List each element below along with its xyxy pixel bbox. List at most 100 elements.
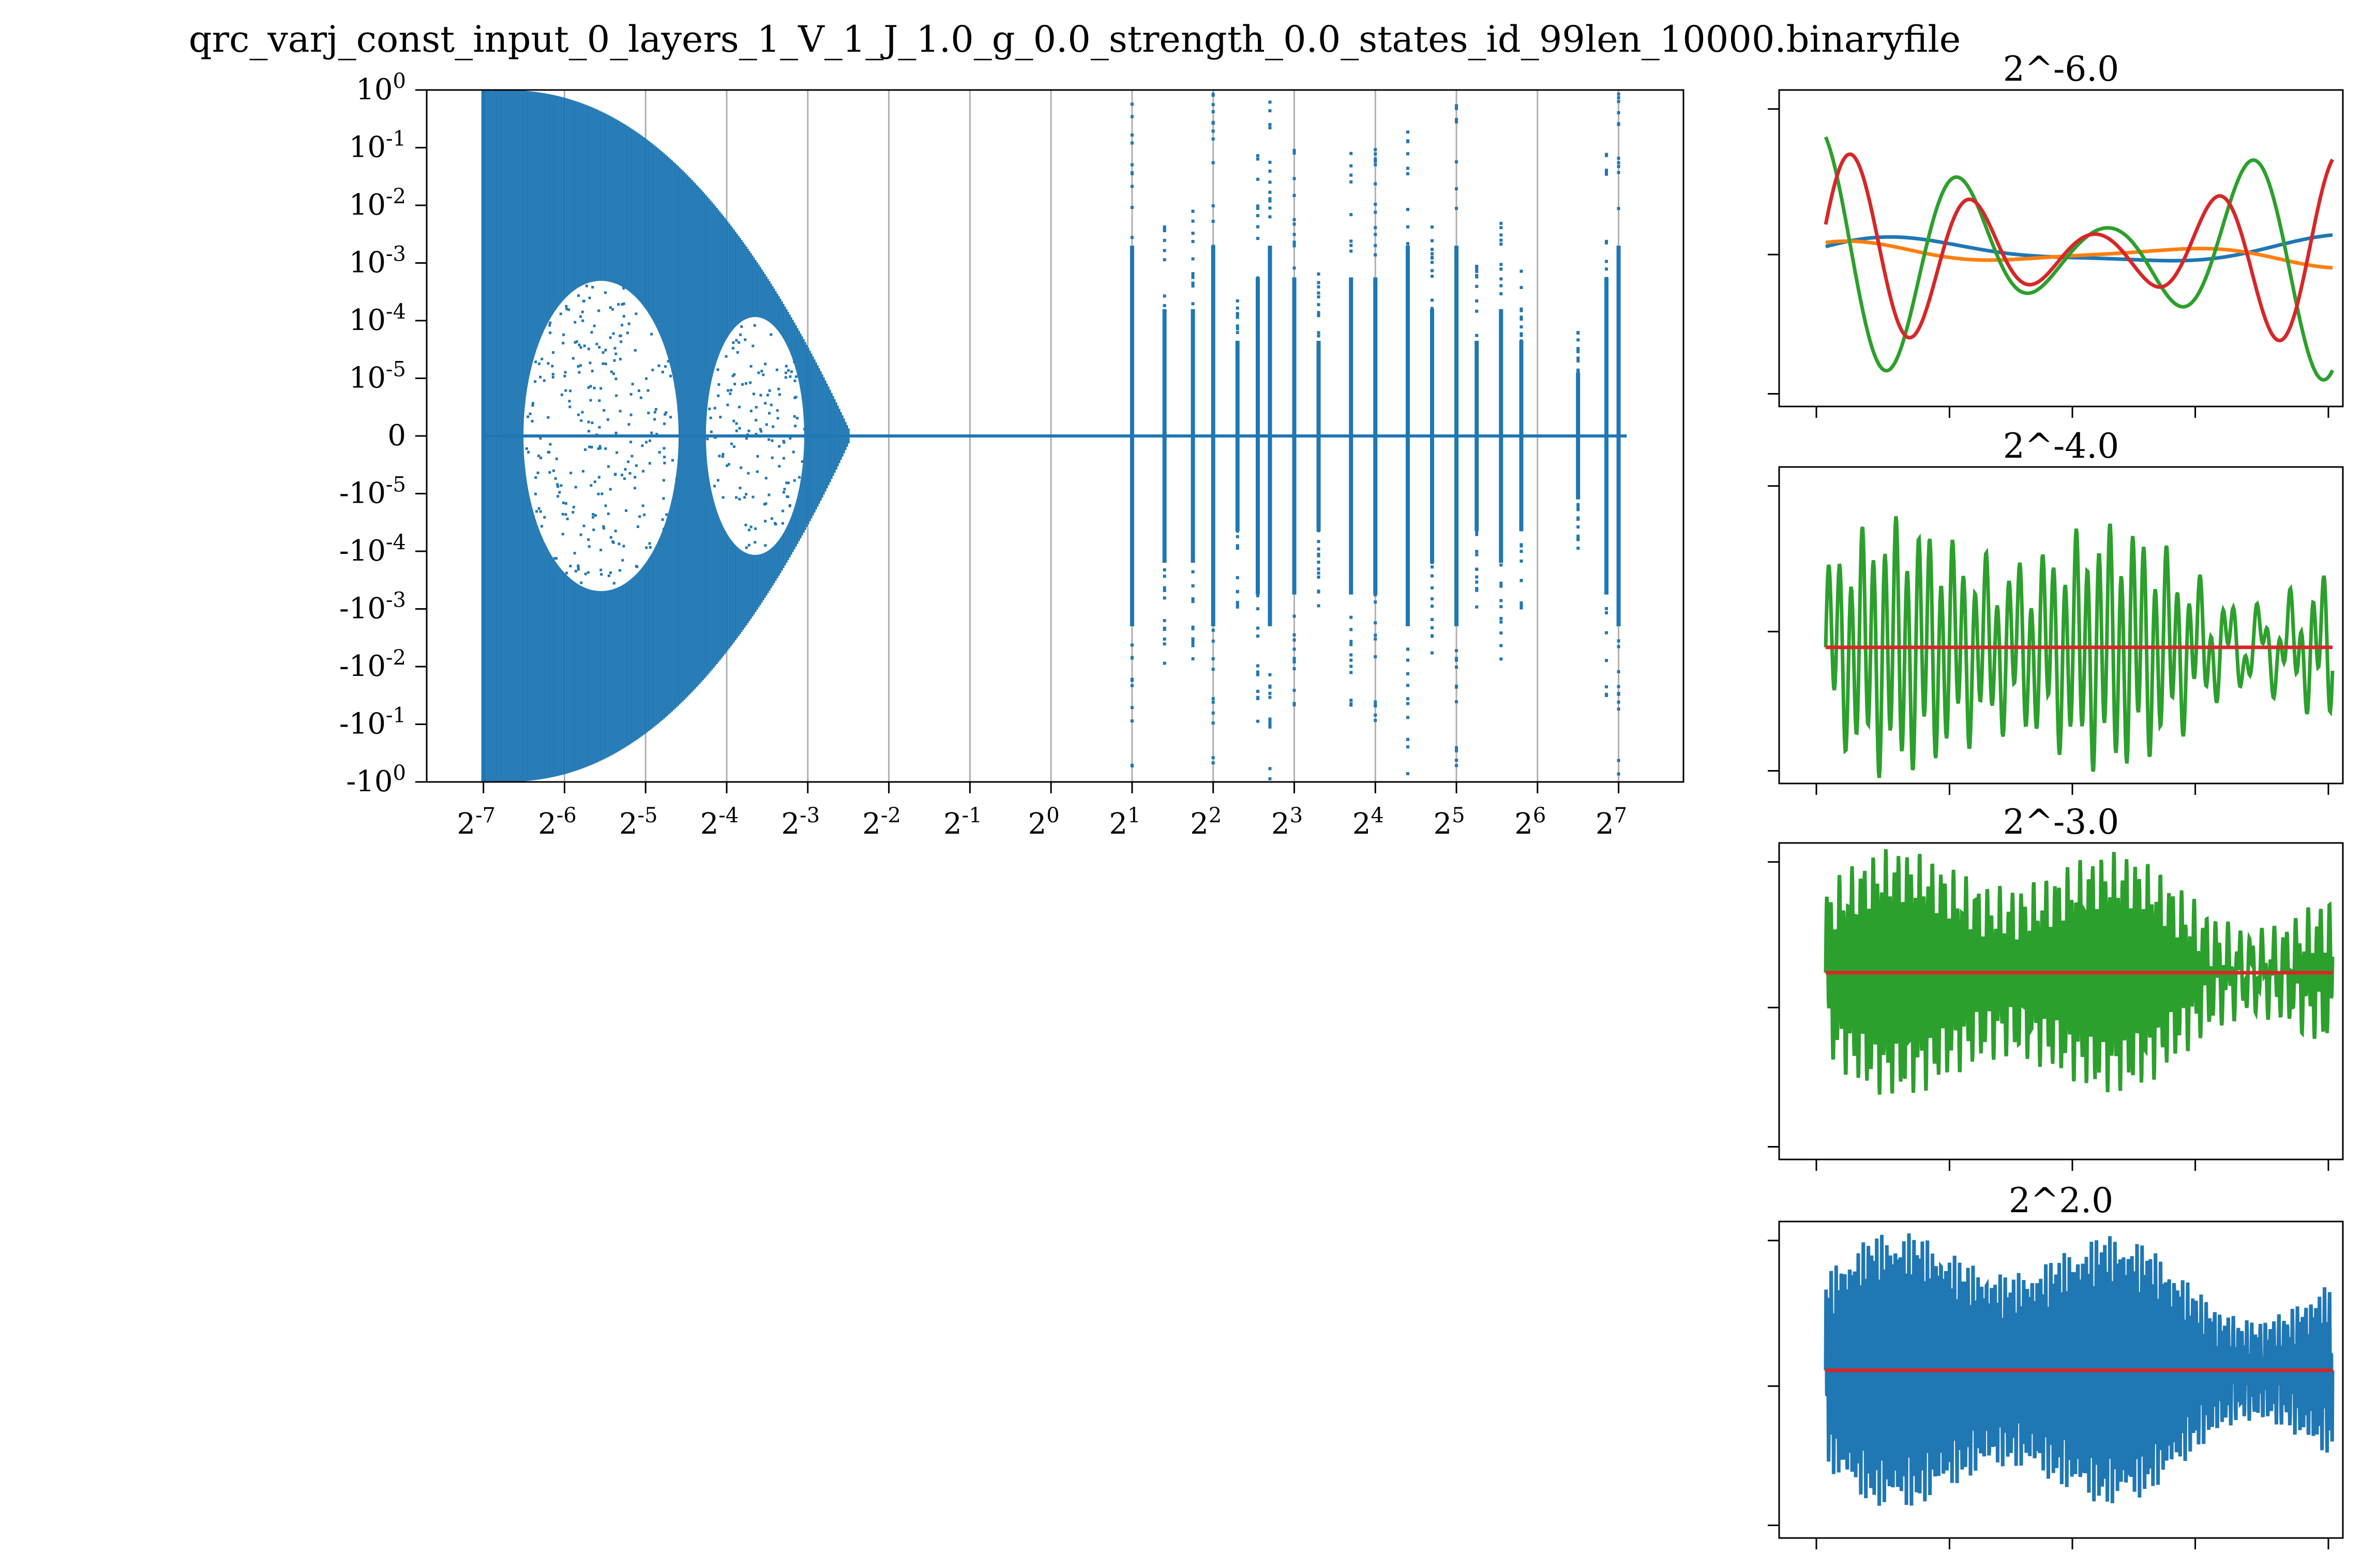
scatter-point [1576,503,1580,506]
scatter-point [1163,318,1166,322]
scatter-point [736,351,739,354]
scatter-point [1268,684,1272,688]
scatter-point [547,450,550,454]
scatter-point [1520,579,1523,582]
scatter-point [1576,506,1580,509]
line-series-red [1824,152,2335,342]
scatter-point [782,491,785,494]
small-axes-frame [1778,466,2344,785]
scatter-point [1431,597,1434,600]
scatter-point [534,360,537,364]
scatter-point [1317,590,1320,593]
scatter-point [1191,644,1195,647]
scatter-point [709,416,712,419]
scatter-point [787,481,790,485]
scatter-point [1475,530,1479,533]
scatter-point [607,512,610,516]
scatter-point [1236,324,1239,328]
scatter-point [627,423,630,426]
scatter-point [1268,169,1272,173]
scatter-point [793,479,796,482]
scatter-point [1236,527,1239,531]
scatter-point [1431,275,1434,278]
scatter-point [1211,761,1215,765]
scatter-point [1130,206,1134,209]
scatter-point [609,571,612,574]
scatter-point [612,372,615,375]
scatter-point [1349,703,1353,707]
scatter-point [1617,123,1620,126]
scatter-point [1317,291,1320,295]
scatter-point [599,387,603,390]
scatter-point [1406,697,1409,701]
scatter-point [1475,264,1479,268]
scatter-point [1374,637,1377,641]
scatter-point [537,507,540,510]
scatter-point [653,418,656,421]
scatter-point [526,415,530,418]
x-tick-label: 2-2 [862,804,901,841]
scatter-point [1130,616,1134,620]
scatter-point [1374,253,1377,257]
scatter-point [1431,635,1434,638]
scatter-point [615,451,619,454]
scatter-point [771,456,774,459]
scatter-point [1455,107,1458,110]
scatter-point [599,549,603,552]
scatter-point [1617,164,1620,168]
scatter-point [726,403,729,406]
scatter-point [1499,620,1503,624]
scatter-point [642,470,645,473]
scatter-point [1292,193,1296,197]
scatter-point [1455,685,1458,689]
scatter-point [622,315,625,318]
scatter-point [556,485,560,488]
scatter-point [564,502,567,505]
scatter-point [1236,314,1239,318]
scatter-point [1268,691,1272,695]
scatter-point [1292,279,1296,283]
scatter-point [768,389,771,392]
scatter-point [1317,331,1320,335]
scatter-point [1617,759,1620,762]
scatter-point [1236,312,1239,315]
scatter-point [587,538,590,541]
scatter-point [1268,717,1272,721]
scatter-spike [1499,436,1503,563]
scatter-point [794,425,797,428]
scatter-point [1268,673,1272,676]
scatter-spike [1475,436,1479,531]
scatter-point [1163,225,1166,229]
scatter-point [789,504,792,507]
scatter-point [725,355,728,358]
scatter-point [744,382,747,385]
scatter-point [1617,700,1620,704]
scatter-point [1406,702,1409,705]
scatter-point [1268,100,1272,104]
scatter-point [792,450,795,454]
scatter-point [658,451,661,454]
y-tick-label: -10-2 [339,646,406,683]
scatter-point [1605,588,1608,592]
scatter-point [622,287,625,290]
scatter-point [594,514,597,517]
scatter-point [593,386,596,389]
scatter-point [1236,315,1239,319]
scatter-point [763,503,766,506]
scatter-point [1236,600,1239,604]
scatter-point [662,479,665,482]
scatter-point [671,459,674,462]
scatter-point [1431,225,1434,229]
scatter-point [764,477,768,480]
scatter-point [1499,226,1503,230]
scatter-point [1349,628,1353,631]
scatter-point [1617,156,1620,160]
scatter-point [768,412,771,415]
scatter-point [1191,570,1195,574]
scatter-point [785,481,788,485]
scatter-point [1431,605,1434,608]
scatter-point [561,512,564,516]
scatter-point [1475,528,1479,532]
scatter-spike [1162,436,1167,563]
